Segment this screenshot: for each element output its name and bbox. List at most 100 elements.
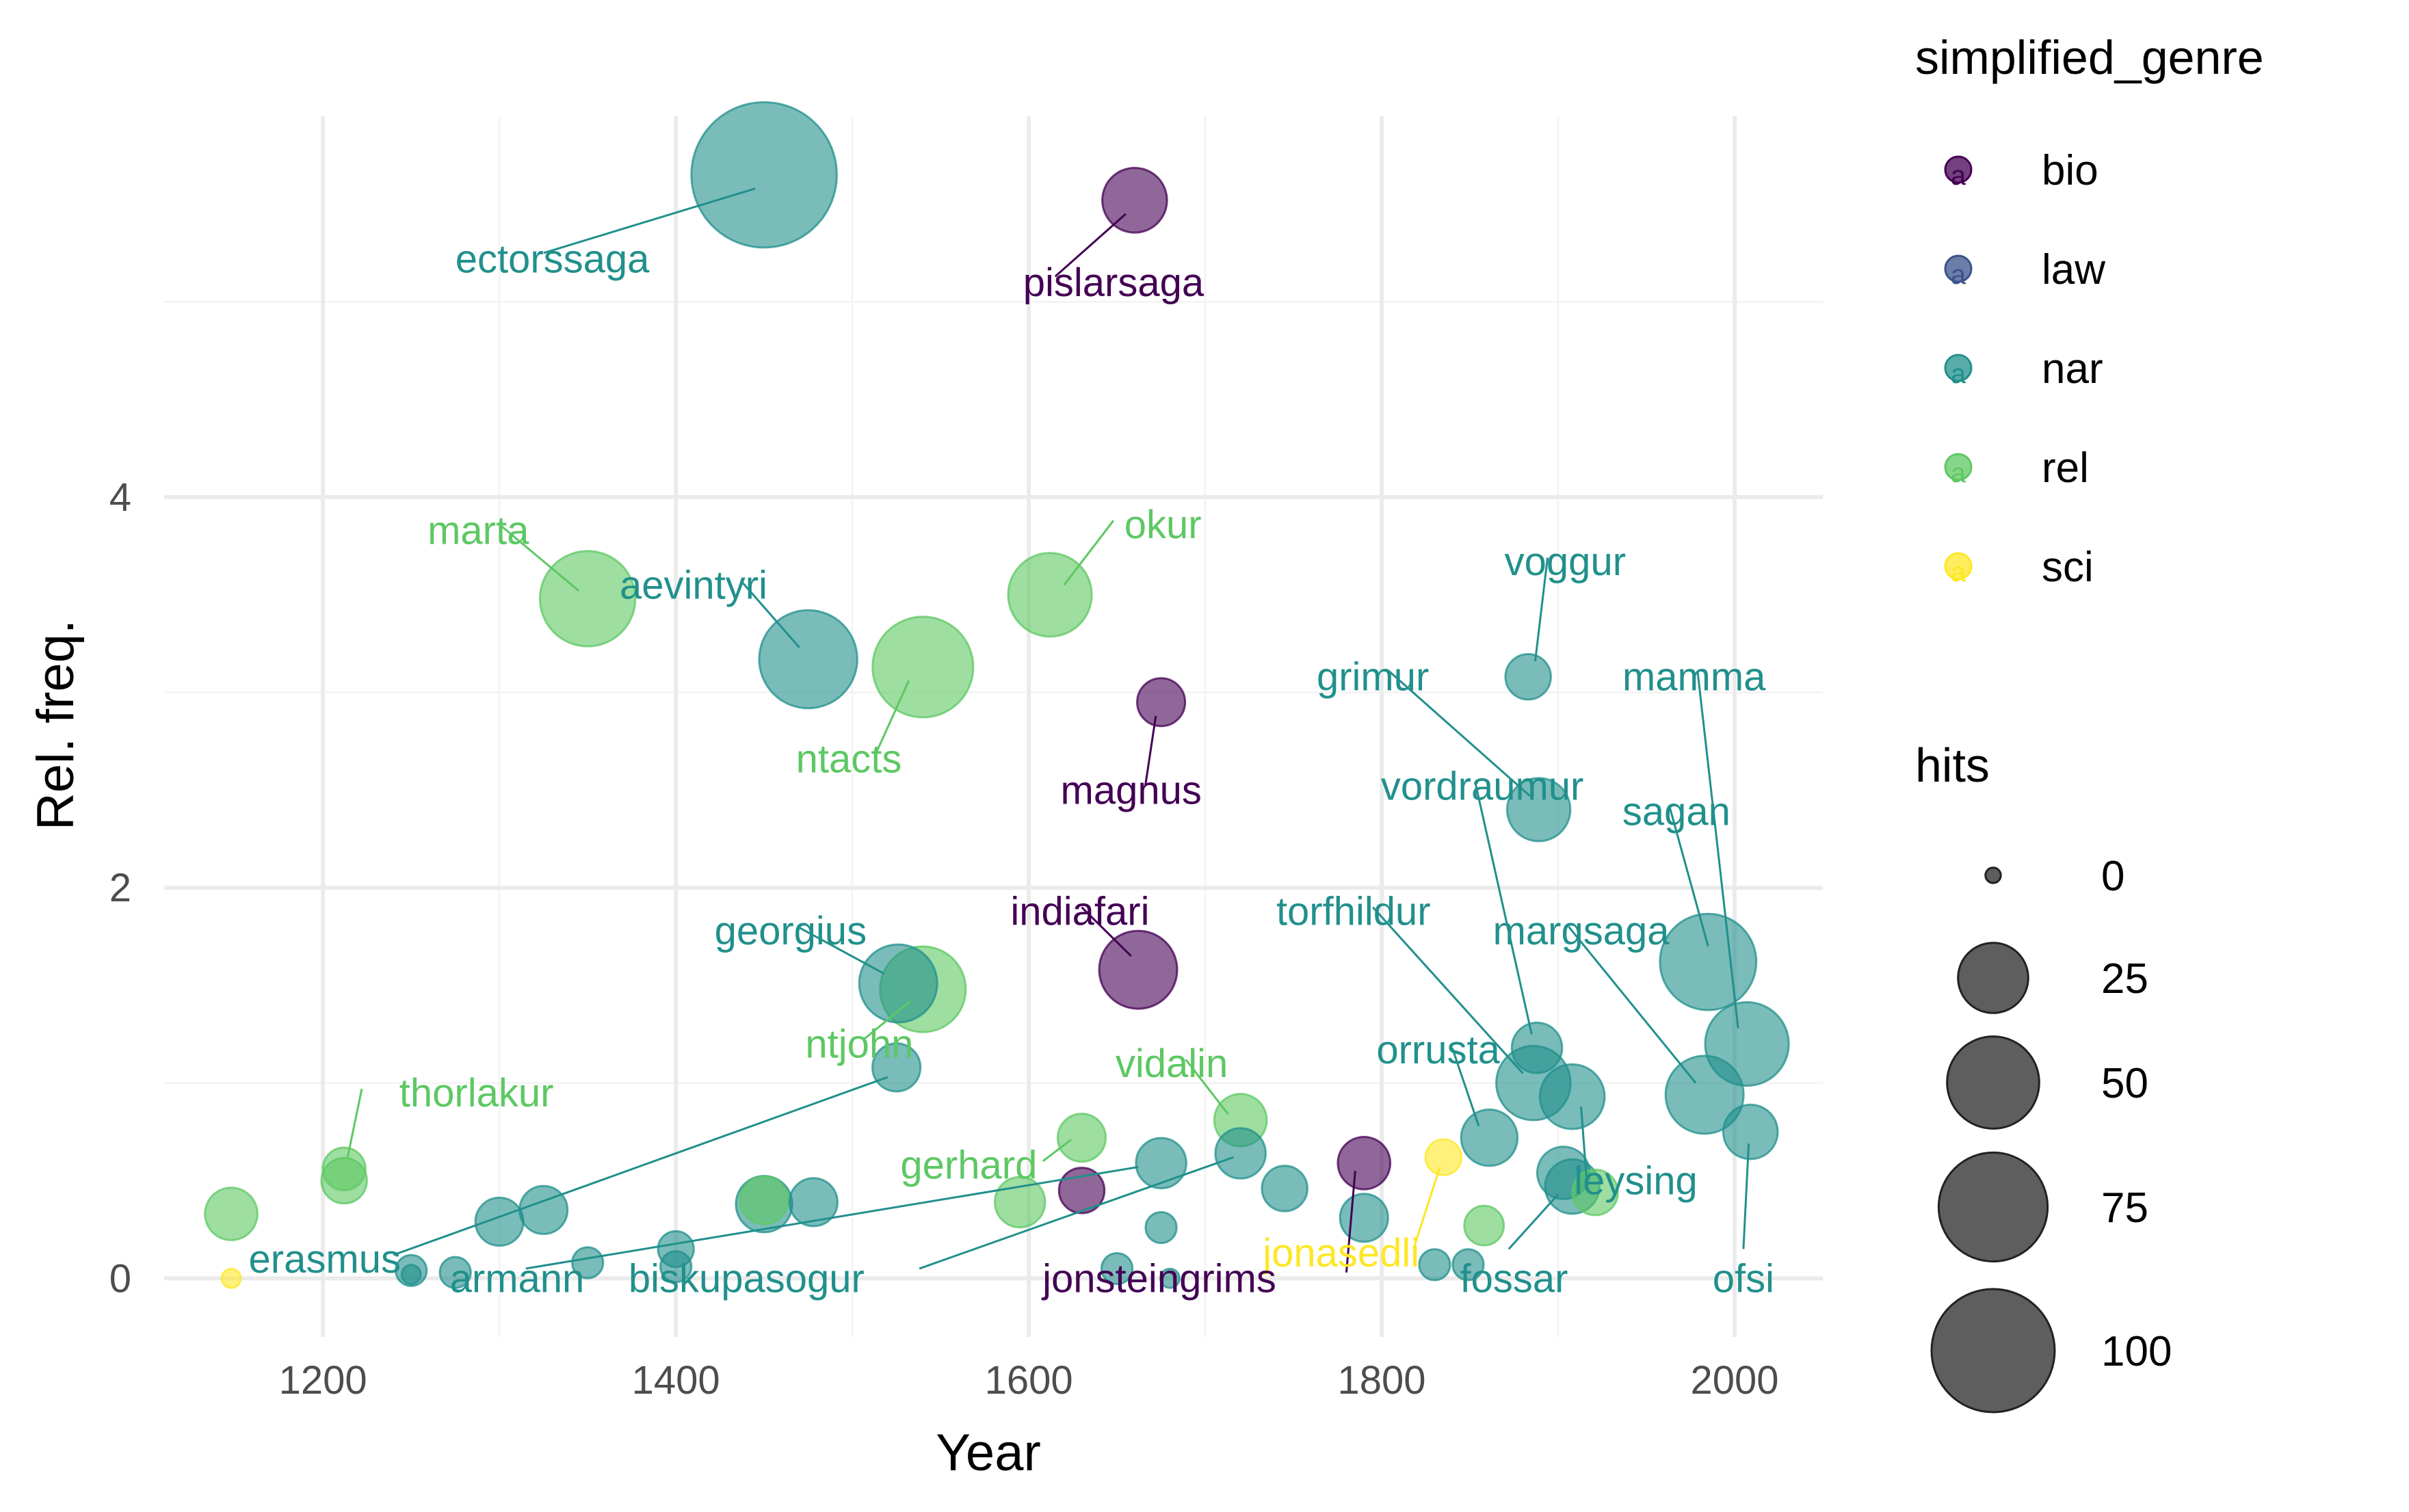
point-label: grimur — [1317, 655, 1429, 700]
leader-line — [1372, 906, 1524, 1074]
leader-line — [874, 680, 910, 756]
leader-line — [1696, 670, 1739, 1029]
y-axis-title: Rel. freq. — [27, 620, 85, 830]
point-label: vordraumur — [1381, 765, 1584, 809]
point-label: marta — [427, 508, 529, 553]
legend-genre-glyph: a — [1951, 161, 1966, 191]
point-label: mamma — [1622, 655, 1766, 700]
legend-genre-dot-sci — [1944, 552, 1973, 581]
leader-line — [1568, 926, 1697, 1084]
point-label: jonsteingrims — [1041, 1256, 1276, 1301]
point-label: erasmus — [249, 1237, 401, 1282]
x-tick-label: 1800 — [1338, 1358, 1426, 1403]
legend-genre-label-law: law — [2042, 246, 2105, 293]
data-point — [474, 1196, 525, 1247]
legend-genre-glyph: a — [1951, 359, 1966, 389]
leader-line — [862, 1000, 912, 1042]
data-point — [758, 609, 858, 710]
legend-size-label: 75 — [2101, 1184, 2148, 1232]
data-point — [1424, 1138, 1463, 1176]
leader-line — [499, 523, 580, 592]
legend-genre-label-bio: bio — [2042, 147, 2098, 194]
point-label: ntjohn — [805, 1022, 913, 1067]
point-label: fossar — [1460, 1256, 1568, 1301]
point-label: jonasedli — [1261, 1231, 1419, 1275]
legend-genre-dot-law — [1944, 254, 1973, 283]
data-point — [1101, 167, 1168, 234]
data-point — [438, 1256, 472, 1289]
data-point — [1510, 1022, 1564, 1074]
legend-size-circle — [1937, 1151, 2049, 1263]
legend-genre-dot-nar — [1944, 354, 1973, 382]
data-point — [204, 1186, 259, 1241]
leader-line — [1412, 1167, 1441, 1249]
leader-line — [1508, 1193, 1559, 1250]
leader-line — [1474, 782, 1533, 1035]
point-label: vidalin — [1116, 1042, 1228, 1086]
point-label: orrusta — [1376, 1028, 1500, 1072]
label-leader-lines — [346, 187, 1750, 1273]
point-label: georgius — [715, 909, 867, 953]
leader-line — [1054, 213, 1127, 278]
data-point — [788, 1177, 839, 1228]
point-label: ectorssaga — [456, 237, 650, 281]
point-label: armann — [450, 1256, 585, 1301]
legend-genre-glyph: a — [1951, 557, 1966, 587]
point-label: voggur — [1505, 540, 1626, 584]
point-label: thorlakur — [399, 1071, 554, 1115]
x-tick-label: 1400 — [632, 1358, 720, 1403]
data-point — [1538, 1063, 1606, 1130]
data-point — [1337, 1135, 1392, 1191]
data-point — [220, 1267, 242, 1289]
x-tick-label: 1200 — [279, 1358, 367, 1403]
leader-line — [797, 925, 885, 975]
y-tick-label: 0 — [109, 1256, 131, 1301]
point-label: torfhildur — [1276, 889, 1431, 933]
y-tick-label: 2 — [109, 866, 131, 910]
leader-line — [1388, 669, 1531, 797]
x-axis-title: Year — [936, 1424, 1041, 1482]
data-point — [1007, 552, 1093, 638]
leader-line — [1063, 520, 1115, 586]
legend-hits: hits 0 25 50 75 100 — [1915, 739, 2172, 1414]
leader-line — [1345, 1171, 1356, 1273]
data-point — [1722, 1103, 1779, 1160]
leader-line — [1081, 906, 1132, 957]
legend-genre-label-rel: rel — [2042, 445, 2089, 492]
legend-size-circle — [1946, 1035, 2040, 1130]
legend-genre-title: simplified_genre — [1915, 31, 2264, 84]
point-label: margsaga — [1493, 909, 1670, 953]
leader-line — [1451, 1047, 1480, 1127]
leader-line — [543, 187, 756, 254]
data-point — [690, 101, 838, 249]
legend-genre-dot-rel — [1944, 453, 1973, 481]
data-point — [1144, 1210, 1178, 1245]
data-point — [1100, 1251, 1134, 1286]
legend-genre-dot-bio — [1944, 155, 1973, 184]
point-label: leysing — [1574, 1159, 1698, 1204]
legend-size-circle — [1930, 1288, 2056, 1414]
axes: Year Rel. freq. 1200 1400 1600 1800 2000 0 2 4 — [27, 475, 1779, 1482]
point-label: gerhard — [900, 1143, 1037, 1188]
grid — [164, 116, 1823, 1337]
point-label: magnus — [1061, 768, 1202, 812]
data-point — [1659, 912, 1758, 1011]
data-point — [1505, 777, 1572, 843]
legend-size-label: 25 — [2101, 955, 2148, 1003]
data-point — [321, 1146, 367, 1192]
data-point — [1664, 1055, 1745, 1135]
data-point — [1418, 1248, 1451, 1282]
point-label: aevintyri — [620, 563, 767, 607]
data-point — [739, 1175, 789, 1225]
legend-size-circle — [1957, 942, 2029, 1014]
point-labels: ectorssaga pislarsaga marta aevintyri ntacts… — [249, 237, 1774, 1301]
legend-genre-label-sci: sci — [2042, 544, 2094, 591]
data-point — [1135, 1137, 1187, 1190]
leader-line — [1580, 1106, 1588, 1177]
point-label: sagan — [1622, 790, 1730, 834]
leader-line — [393, 1076, 888, 1256]
leader-line — [1742, 1143, 1750, 1249]
legend-hits-title: hits — [1915, 739, 1990, 792]
data-point — [1098, 929, 1179, 1010]
